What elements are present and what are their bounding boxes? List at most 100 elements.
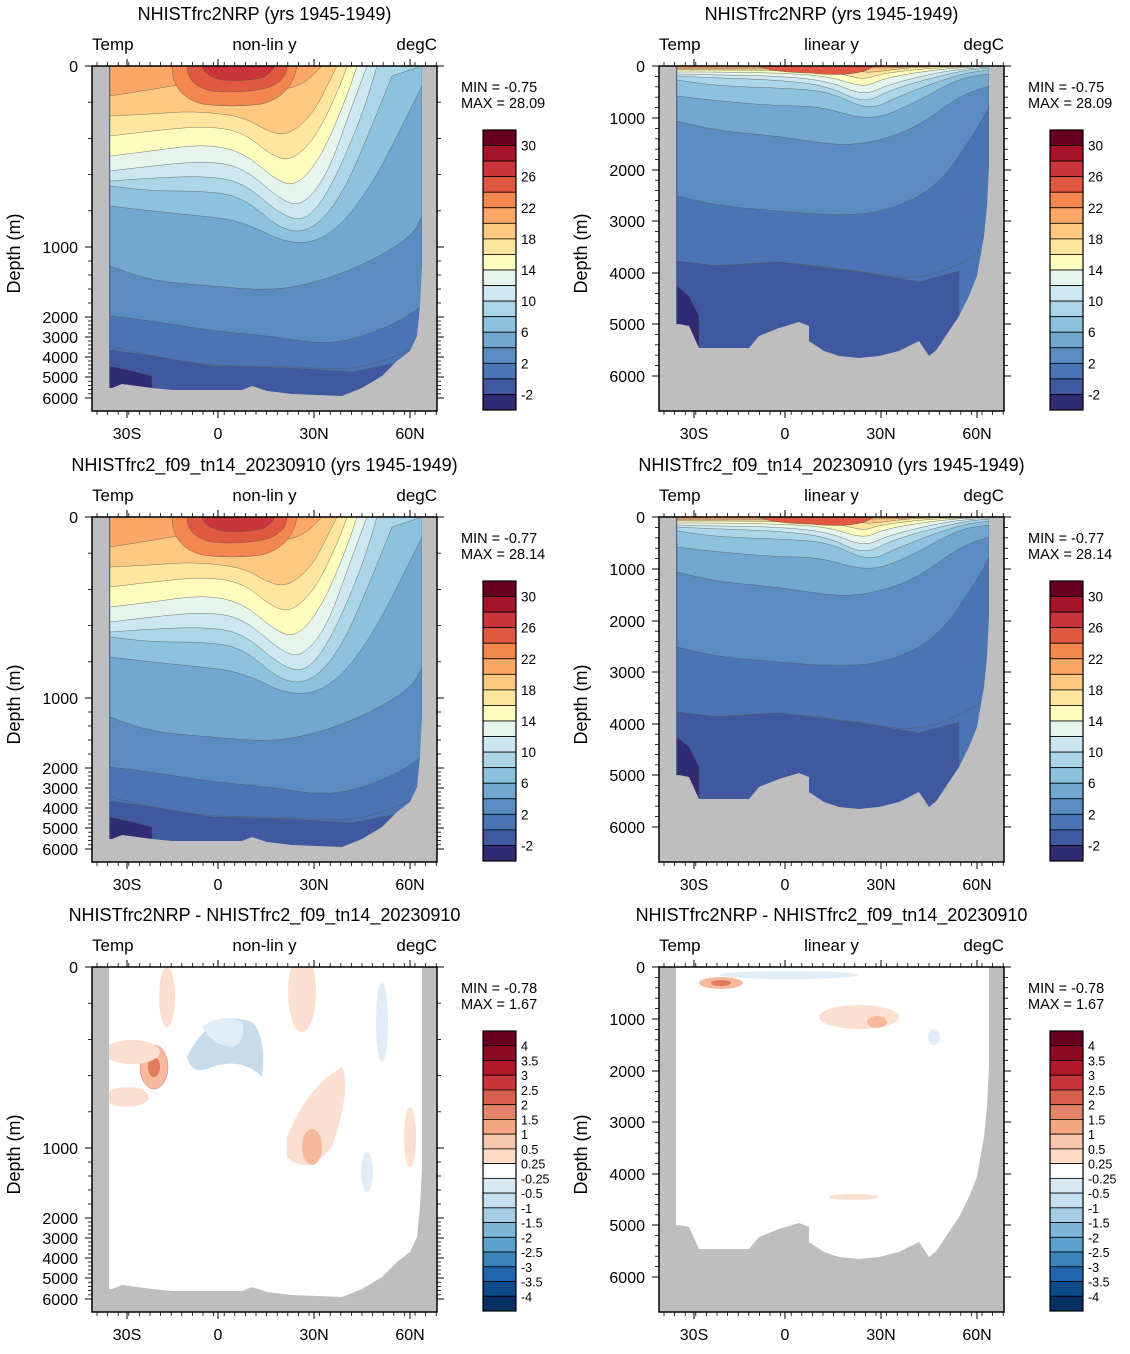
colorbar-swatch <box>1049 207 1084 224</box>
colorbar-swatch <box>1049 736 1084 753</box>
y-tick-label: 6000 <box>609 369 645 386</box>
colorbar-frame <box>1049 1030 1084 1312</box>
diff-blob <box>159 967 175 1027</box>
field <box>92 517 437 862</box>
colorbar-swatch <box>1049 300 1084 318</box>
y-axis-label: Depth (m) <box>4 213 24 293</box>
y-axis-label: Depth (m) <box>571 1114 591 1194</box>
colorbar-label: 30 <box>521 590 536 605</box>
y-tick-label: 4000 <box>609 266 645 283</box>
left-label: Temp <box>92 486 134 505</box>
land-right <box>899 66 1004 411</box>
colorbar-swatch <box>482 394 517 411</box>
min-stat: MIN = -0.77 <box>1028 531 1104 547</box>
max-stat: MAX = 28.09 <box>461 96 545 112</box>
land-right <box>342 967 437 1312</box>
y-tick-label: 3000 <box>609 214 645 231</box>
colorbar-swatch <box>482 1045 517 1061</box>
y-tick-label: 0 <box>636 510 645 527</box>
colorbar-swatch <box>482 1281 517 1297</box>
colorbar-swatch <box>1049 782 1084 800</box>
colorbar: 43.532.521.510.50.25-0.25-0.5-1-1.5-2-2.… <box>1049 1030 1117 1312</box>
colorbar-label: 1 <box>1088 1128 1095 1142</box>
colorbar: 30 26 22 18 14 10 6 2 -2 <box>482 129 537 411</box>
colorbar-swatch <box>1049 285 1084 302</box>
colorbar-swatch <box>1049 1060 1084 1076</box>
right-label: degC <box>963 486 1004 505</box>
colorbar-label: 2.5 <box>521 1084 538 1098</box>
colorbar-swatch <box>1049 1236 1084 1253</box>
colorbar-swatch <box>1049 145 1084 162</box>
diff-blob <box>302 1129 322 1165</box>
center-label: non-lin y <box>232 936 297 955</box>
panel-title: NHISTfrc2NRP (yrs 1945-1949) <box>138 4 392 24</box>
colorbar-swatch <box>482 160 517 178</box>
colorbar-swatch <box>1049 1251 1084 1268</box>
y-tick-label: 6000 <box>609 1270 645 1287</box>
colorbar-label: -1.5 <box>521 1217 543 1231</box>
x-tick-label: 60N <box>962 426 991 443</box>
temp-core-c <box>201 66 275 81</box>
diff-blob <box>928 1029 940 1045</box>
diff-blob <box>287 1067 346 1165</box>
colorbar-swatch <box>482 378 517 395</box>
panel-title: NHISTfrc2_f09_tn14_20230910 (yrs 1945-19… <box>71 455 457 476</box>
colorbar-label: 26 <box>1088 621 1103 636</box>
colorbar-swatch <box>1049 129 1084 146</box>
colorbar-frame <box>1049 129 1084 411</box>
colorbar-label: 6 <box>1088 325 1096 340</box>
colorbar-swatch <box>482 1295 517 1312</box>
y-tick-label: 1000 <box>42 1141 78 1158</box>
y-tick-label: 0 <box>636 960 645 977</box>
colorbar-swatch <box>1049 1192 1084 1209</box>
y-axis-label: Depth (m) <box>4 1114 24 1194</box>
colorbar-swatch <box>1049 1266 1084 1282</box>
colorbar: 30 26 22 18 14 10 6 2 -2 <box>1049 580 1104 862</box>
colorbar-swatch <box>482 596 517 613</box>
colorbar-swatch <box>482 300 517 318</box>
colorbar-swatch <box>482 254 517 271</box>
right-label: degC <box>396 936 437 955</box>
colorbar-label: 22 <box>1088 652 1103 667</box>
x-tick-label: 30N <box>866 426 895 443</box>
colorbar-swatch <box>1049 254 1084 271</box>
colorbar-swatch <box>482 1089 517 1106</box>
colorbar-label: 18 <box>521 683 536 698</box>
min-stat: MIN = -0.75 <box>461 80 537 96</box>
x-tick-label: 0 <box>781 1327 790 1344</box>
y-tick-label: 6000 <box>42 842 78 859</box>
colorbar: 30 26 22 18 14 10 6 2 -2 <box>482 580 537 862</box>
colorbar-swatch <box>1049 222 1084 240</box>
seafloor <box>92 384 437 411</box>
colorbar-label: 3 <box>1088 1069 1095 1083</box>
colorbar-swatch <box>1049 378 1084 395</box>
y-tick-label: 3000 <box>609 665 645 682</box>
colorbar-label: 30 <box>1088 590 1103 605</box>
y-tick-label: 4000 <box>609 717 645 734</box>
colorbar-label: -3 <box>1088 1261 1099 1275</box>
center-label: non-lin y <box>232 486 297 505</box>
colorbar-label: 0.5 <box>1088 1143 1105 1157</box>
colorbar-label: 4 <box>521 1040 528 1054</box>
x-tick-label: 30S <box>113 1327 141 1344</box>
colorbar-label: 26 <box>1088 170 1103 185</box>
temp-core-a <box>758 517 875 526</box>
x-tick-label: 60N <box>395 877 424 894</box>
colorbar-swatch <box>1049 1281 1084 1297</box>
x-tick-label: 0 <box>781 426 790 443</box>
x-tick-label: 30S <box>113 426 141 443</box>
x-tick-label: 60N <box>962 877 991 894</box>
colorbar-swatch <box>1049 751 1084 769</box>
colorbar-label: -2 <box>1088 387 1100 402</box>
colorbar-label: -1.5 <box>1088 1217 1110 1231</box>
left-label: Temp <box>659 35 701 54</box>
colorbar-swatch <box>482 736 517 753</box>
temp-core-c <box>201 517 275 532</box>
diff-blob <box>829 1194 879 1200</box>
x-tick-label: 30N <box>299 426 328 443</box>
colorbar-label: -0.25 <box>1088 1172 1117 1186</box>
y-tick-label: 2000 <box>609 163 645 180</box>
colorbar-swatch <box>1049 1163 1084 1179</box>
panel-5: NHISTfrc2NRP - NHISTfrc2_f09_tn14_202309… <box>4 905 550 1344</box>
x-tick-label: 30S <box>680 1327 708 1344</box>
